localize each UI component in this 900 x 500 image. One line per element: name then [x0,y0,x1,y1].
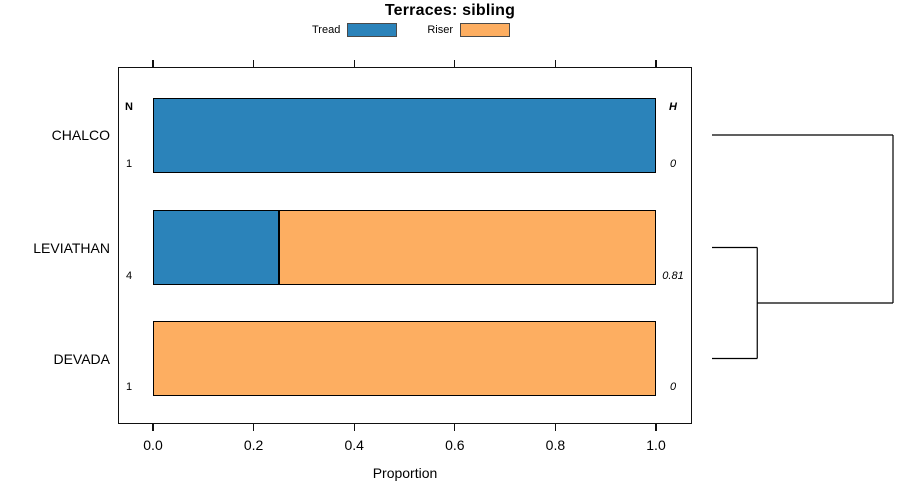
legend-item-tread: Tread [312,23,398,37]
x-axis-tick-bottom [554,424,557,431]
y-axis-label: LEVIATHAN [33,239,110,256]
x-axis-tick-label: 1.0 [646,437,666,453]
x-axis-title: Proportion [372,465,438,481]
h-value: 0.81 [662,270,684,282]
bar-segment-riser [278,210,656,285]
n-value: 4 [125,270,133,282]
legend-label-tread: Tread [312,24,341,36]
n-value: 1 [125,381,133,393]
x-axis-tick-top [454,60,456,67]
chart-title: Terraces: sibling [384,2,516,19]
x-axis-tick-top [655,60,657,67]
h-column-header: H [669,101,677,113]
x-axis-tick-label: 0.0 [143,437,163,453]
legend-label-riser: Riser [427,24,453,36]
n-column-header: N [125,101,133,113]
x-axis-tick-bottom [152,424,154,431]
x-axis-tick-label: 0.8 [545,437,566,453]
x-axis-tick-label: 0.4 [344,437,364,453]
legend-item-riser: Riser [427,23,510,37]
x-axis-tick-top [554,60,557,67]
x-axis-tick-bottom [253,424,255,431]
h-value: 0 [669,381,677,393]
x-axis-tick-label: 0.2 [243,437,264,453]
plot-frame [118,67,692,424]
x-axis-tick-bottom [454,424,456,431]
bar-segment-riser [153,321,656,396]
x-axis-tick-label: 0.6 [445,437,465,453]
x-axis-tick-top [253,60,255,67]
y-axis-label: DEVADA [53,350,110,367]
x-axis-tick-top [152,60,154,67]
x-axis-tick-bottom [655,424,657,431]
legend: Tread Riser [0,23,861,37]
x-axis-tick-top [353,60,355,67]
legend-swatch-tread [347,23,398,37]
x-axis-tick-bottom [353,424,355,431]
bar-segment-tread [153,97,656,173]
h-value: 0 [669,157,677,170]
y-axis-label: CHALCO [51,127,110,143]
n-value: 1 [125,157,133,170]
bar-segment-tread [153,210,279,285]
legend-swatch-riser [460,23,510,37]
